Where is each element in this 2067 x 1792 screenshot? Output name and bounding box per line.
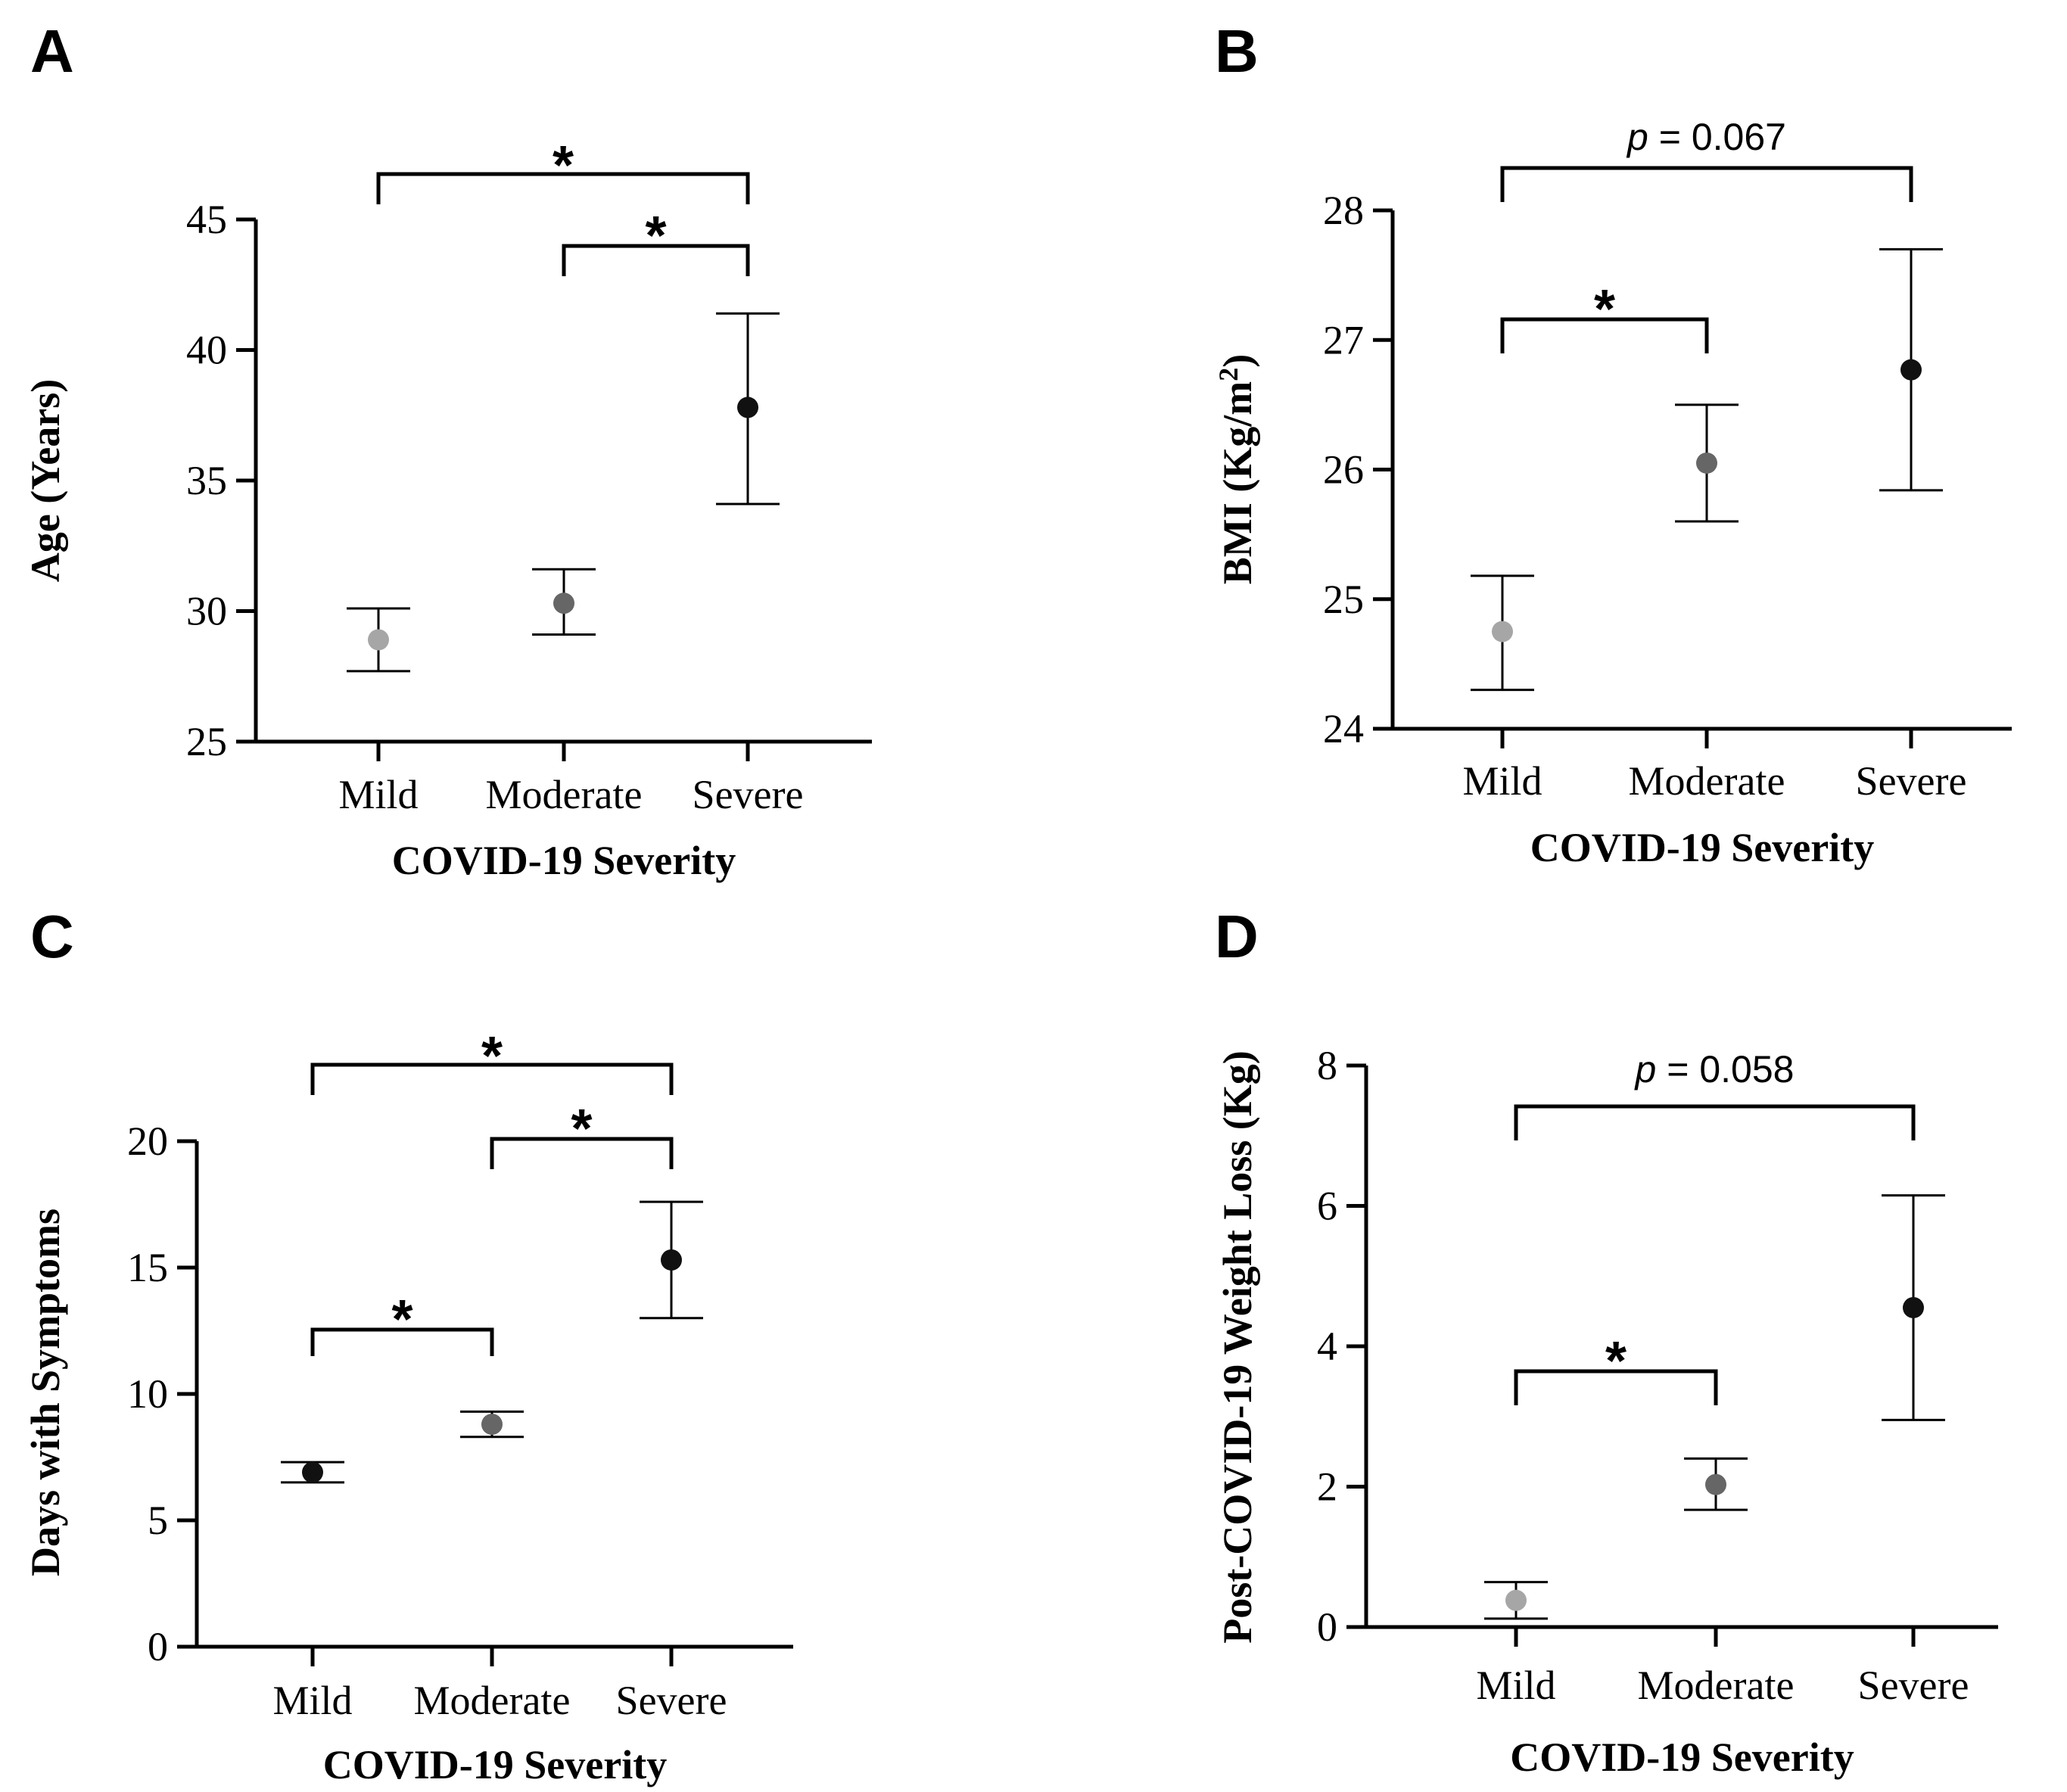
- significance-star: *: [1605, 1331, 1627, 1392]
- p-value: = 0.058: [1656, 1048, 1794, 1090]
- y-axis-title-superscript: 2: [1213, 368, 1244, 381]
- x-tick-label: Mild: [338, 772, 418, 817]
- y-tick-label: 26: [1323, 447, 1364, 493]
- data-point: [1705, 1473, 1726, 1495]
- x-tick-label: Mild: [272, 1678, 352, 1723]
- bracket-line: [310, 1327, 494, 1356]
- significance-star: *: [481, 1026, 503, 1087]
- x-tick-label: Severe: [616, 1678, 727, 1723]
- x-tick-label: Severe: [1858, 1663, 1969, 1708]
- data-point: [1900, 359, 1922, 381]
- y-tick-label: 30: [186, 589, 227, 634]
- data-point: [1903, 1296, 1924, 1318]
- significance-star: *: [1594, 279, 1615, 340]
- panel-c: C 0 5 10 15 20 Mild Moderate Severe COVID-19 Seve…: [23, 903, 793, 1787]
- bracket-line: [376, 172, 750, 204]
- significance-bracket: p = 0.058: [1514, 1048, 1916, 1140]
- data-point: [1505, 1589, 1527, 1611]
- significance-bracket: *: [376, 135, 750, 204]
- data-point: [481, 1414, 503, 1436]
- panel-a: A 25 30 35 40 45 Mild Moderate Severe COVID-19 Se…: [23, 17, 872, 883]
- panel-letter: A: [30, 17, 74, 85]
- x-tick-label: Mild: [1476, 1663, 1555, 1708]
- x-tick-label: Moderate: [486, 772, 643, 817]
- y-tick-label: 5: [148, 1498, 168, 1543]
- x-tick-label: Severe: [1856, 758, 1967, 804]
- y-tick-label: 20: [127, 1118, 168, 1164]
- p-symbol: p: [1626, 116, 1648, 158]
- p-value-label: p = 0.067: [1626, 116, 1786, 158]
- significance-bracket: p = 0.067: [1500, 116, 1913, 202]
- x-tick-label: Severe: [693, 772, 804, 817]
- significance-bracket: *: [1514, 1331, 1718, 1405]
- p-value: = 0.067: [1648, 116, 1786, 158]
- data-point: [1696, 452, 1717, 474]
- significance-bracket: *: [490, 1099, 674, 1169]
- panel-letter: B: [1215, 17, 1259, 85]
- bracket-line: [1500, 166, 1913, 202]
- y-axis-title: Post-COVID-19 Weight Loss (Kg): [1215, 1050, 1260, 1644]
- significance-bracket: *: [562, 206, 750, 276]
- y-tick-label: 27: [1323, 317, 1364, 362]
- y-tick-label: 40: [186, 328, 227, 373]
- y-axis-title: BMI (Kg/m2): [1213, 354, 1260, 584]
- y-tick-label: 35: [186, 458, 227, 503]
- x-tick-label: Moderate: [414, 1678, 571, 1723]
- y-axis-title: Age (Years): [23, 379, 68, 582]
- data-point: [553, 593, 574, 614]
- p-value-label: p = 0.058: [1634, 1048, 1795, 1090]
- p-symbol: p: [1634, 1048, 1657, 1090]
- bracket-line: [310, 1062, 674, 1095]
- significance-bracket: *: [310, 1026, 674, 1095]
- x-tick-label: Moderate: [1629, 758, 1785, 804]
- x-axis-title: COVID-19 Severity: [1510, 1734, 1854, 1780]
- y-tick-label: 2: [1317, 1464, 1337, 1510]
- y-tick-label: 28: [1323, 188, 1364, 233]
- x-axis-title: COVID-19 Severity: [323, 1742, 667, 1787]
- y-tick-label: 8: [1317, 1043, 1337, 1088]
- x-tick-label: Mild: [1462, 758, 1542, 804]
- y-tick-label: 24: [1323, 706, 1364, 751]
- x-axis-title: COVID-19 Severity: [392, 838, 736, 883]
- y-axis-title-end: ): [1215, 354, 1260, 368]
- significance-star: *: [645, 206, 666, 266]
- y-tick-label: 0: [1317, 1604, 1337, 1650]
- y-tick-label: 25: [186, 719, 227, 764]
- significance-star: *: [571, 1099, 592, 1159]
- significance-bracket: *: [310, 1290, 494, 1356]
- panel-letter: C: [30, 903, 74, 970]
- data-point: [368, 629, 389, 651]
- x-tick-label: Moderate: [1638, 1663, 1795, 1708]
- significance-star: *: [391, 1290, 412, 1350]
- bracket-line: [562, 244, 750, 276]
- bracket-line: [1514, 1104, 1916, 1140]
- y-axis-title-main: BMI (Kg/m: [1215, 381, 1260, 584]
- bracket-line: [1514, 1369, 1718, 1405]
- y-tick-label: 25: [1323, 577, 1364, 622]
- bracket-line: [1500, 317, 1709, 353]
- data-point: [737, 397, 758, 418]
- panel-b: B 24 25 26 27 28 Mild Moderate Severe COVID-19 Se…: [1213, 17, 2012, 870]
- y-tick-label: 10: [127, 1371, 168, 1417]
- x-axis-title: COVID-19 Severity: [1530, 825, 1874, 870]
- data-point: [302, 1461, 323, 1483]
- panel-letter: D: [1215, 903, 1259, 970]
- bracket-line: [490, 1137, 674, 1169]
- data-point: [661, 1249, 682, 1271]
- y-tick-label: 0: [148, 1624, 168, 1669]
- y-tick-label: 6: [1317, 1184, 1337, 1229]
- significance-star: *: [553, 135, 574, 196]
- y-axis-title: Days with Symptoms: [23, 1209, 68, 1576]
- y-tick-label: 45: [186, 197, 227, 242]
- significance-bracket: *: [1500, 279, 1709, 353]
- data-point: [1492, 621, 1513, 642]
- y-tick-label: 15: [127, 1245, 168, 1290]
- y-tick-label: 4: [1317, 1324, 1337, 1369]
